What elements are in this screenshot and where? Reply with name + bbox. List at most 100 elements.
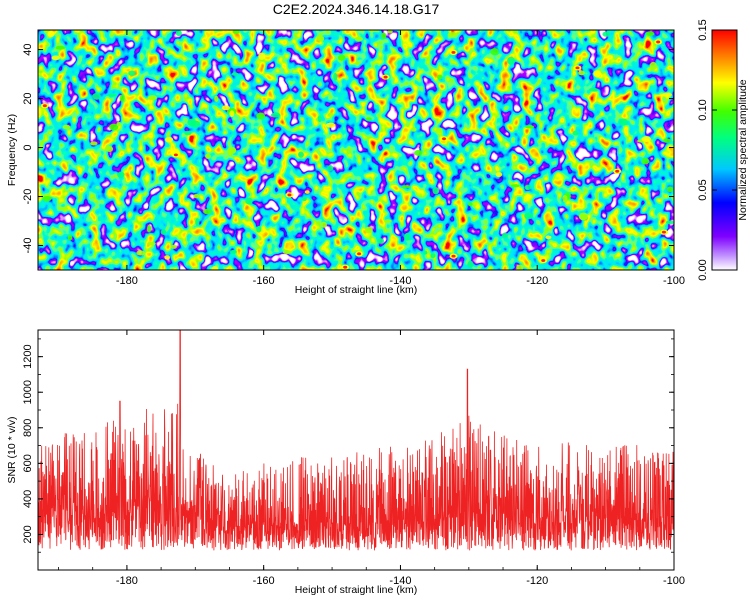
heatmap-peak: [136, 250, 145, 256]
heatmap-peak-max: [173, 153, 178, 157]
heatmap-peak: [618, 118, 628, 126]
snr-y-tick-label: 1200: [22, 344, 34, 368]
heatmap-peak-max: [451, 254, 456, 258]
heatmap-peak: [147, 224, 152, 233]
heatmap-peak-max: [343, 265, 348, 269]
heatmap-y-tick-label: -40: [22, 238, 34, 254]
heatmap-peak: [119, 94, 125, 102]
heatmap-peak: [214, 95, 219, 102]
heatmap-peak: [116, 121, 121, 127]
heatmap-peak: [320, 221, 327, 228]
snr-x-tick-label: -160: [253, 575, 275, 587]
heatmap-peak: [164, 136, 174, 143]
heatmap-field: [38, 30, 674, 270]
heatmap-x-tick-label: -140: [389, 275, 411, 287]
heatmap-peak: [195, 218, 200, 226]
heatmap-ticks: -180 -160 -140 -120 -100 40 20 0 -20 -40: [22, 30, 685, 287]
heatmap-peak: [317, 115, 322, 123]
heatmap-y-tick-label: 20: [22, 92, 34, 104]
heatmap-peak: [90, 141, 98, 146]
heatmap-peak: [229, 110, 235, 118]
heatmap-peak: [411, 127, 417, 132]
heatmap-peak-max: [383, 75, 388, 79]
heatmap-peak: [524, 184, 532, 191]
heatmap-peak: [325, 122, 336, 128]
heatmap-peak: [507, 56, 515, 65]
heatmap-peak: [304, 190, 310, 194]
heatmap-peak: [516, 264, 524, 270]
heatmap-peak: [258, 52, 266, 61]
heatmap-peak: [430, 253, 436, 259]
colorbar-ticks: 0.00 0.05 0.10 0.15: [697, 19, 737, 281]
snr-x-tick-label: -180: [116, 575, 138, 587]
heatmap-peak-max: [575, 66, 580, 70]
heatmap-peak: [229, 249, 237, 254]
snr-y-tick-label: 1000: [22, 380, 34, 404]
heatmap-peak: [170, 244, 177, 249]
heatmap-peak: [211, 266, 219, 270]
heatmap-peak: [387, 30, 393, 34]
heatmap-peak: [221, 105, 230, 111]
colorbar-frame: [711, 29, 738, 271]
heatmap-peak: [502, 232, 508, 238]
heatmap-peak-max: [541, 259, 546, 262]
heatmap-peak: [245, 197, 253, 205]
heatmap-peak-max: [287, 193, 292, 197]
heatmap-peak: [105, 145, 114, 153]
heatmap-peak: [435, 127, 443, 134]
heatmap-peak: [184, 130, 192, 136]
heatmap-peak-max: [661, 230, 666, 234]
heatmap-peak: [164, 255, 171, 260]
colorbar-tick-label: 0.10: [697, 99, 709, 120]
snr-x-tick-label: -120: [526, 575, 548, 587]
heatmap-peak: [187, 118, 197, 127]
heatmap-peak-max: [615, 169, 620, 173]
heatmap-peak: [92, 92, 101, 100]
heatmap-peaks: [40, 30, 674, 270]
heatmap-peak: [401, 185, 411, 189]
snr-ticks: -180 -160 -140 -120 -100 1200 1000 800 600 400 200: [22, 330, 685, 587]
heatmap-frame: [37, 29, 675, 271]
heatmap-peak: [578, 70, 585, 76]
heatmap-x-tick-label: -120: [526, 275, 548, 287]
heatmap-peak: [364, 226, 373, 234]
heatmap-peak-max: [451, 50, 456, 54]
heatmap-peak: [588, 87, 599, 92]
heatmap-peak: [193, 194, 200, 199]
heatmap-y-tick-label: -20: [22, 189, 34, 205]
snr-panel: -180 -160 -140 -120 -100 1200 1000 800 600 400 200…: [6, 329, 685, 596]
heatmap-peak: [495, 172, 503, 178]
heatmap-peak: [365, 117, 372, 121]
heatmap-peak: [117, 171, 125, 178]
heatmap-peak: [175, 30, 182, 37]
heatmap-y-axis-label: Frequency (Hz): [6, 114, 18, 186]
snr-x-tick-label: -100: [663, 575, 685, 587]
snr-y-axis-label: SNR (10 * v/v): [6, 416, 18, 483]
snr-y-tick-label: 200: [22, 525, 34, 543]
snr-y-tick-label: 600: [22, 454, 34, 472]
colorbar-tick-label: 0.00: [697, 259, 709, 280]
heatmap-peak: [58, 206, 69, 211]
heatmap-peak: [109, 123, 119, 131]
snr-y-tick-label: 400: [22, 490, 34, 508]
heatmap-peak: [422, 250, 428, 255]
heatmap-peak-max: [357, 252, 362, 256]
heatmap-peak: [108, 93, 117, 97]
heatmap-peak: [404, 232, 411, 241]
heatmap-peak: [160, 229, 167, 235]
heatmap-peak: [649, 61, 657, 70]
colorbar-label: Normalized spectral amplitude: [737, 79, 749, 220]
heatmap-peak: [578, 212, 588, 221]
heatmap-peak-max: [656, 40, 661, 44]
heatmap-peak: [641, 136, 652, 143]
heatmap-x-tick-label: -180: [116, 275, 138, 287]
heatmap-peak: [256, 225, 262, 233]
heatmap-peak: [447, 32, 458, 37]
heatmap-peak: [602, 31, 611, 37]
heatmap-peak-max: [441, 137, 446, 141]
heatmap-peak: [270, 112, 281, 118]
heatmap-peak: [377, 238, 385, 244]
heatmap-peak: [432, 187, 440, 195]
heatmap-peak: [203, 208, 212, 215]
heatmap-peak: [525, 125, 535, 129]
